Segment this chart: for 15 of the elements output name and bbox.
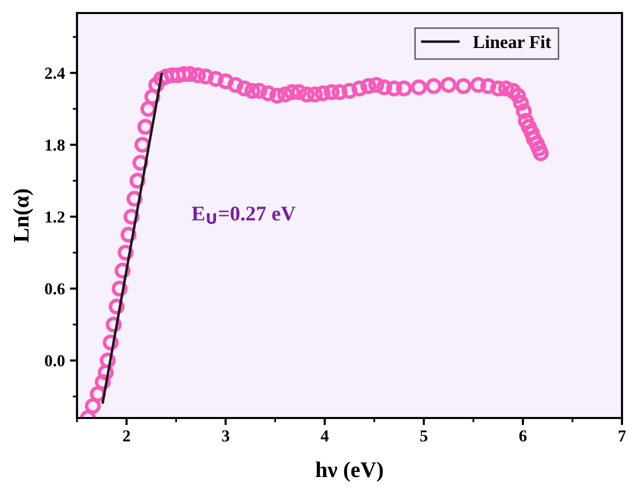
x-tick-label: 3: [222, 430, 230, 442]
y-tick-label: 1.2: [46, 211, 64, 223]
y-tick-label: 1.8: [46, 140, 65, 151]
y-axis-title: Ln(α): [13, 189, 34, 242]
x-tick-label: 5: [420, 430, 428, 442]
x-tick-label: 2: [123, 430, 130, 442]
legend-label: Linear Fit: [473, 35, 552, 48]
x-axis-title: hν (eV): [316, 462, 383, 482]
annotation: E$_{U}$=0.27 eV: [192, 206, 296, 224]
y-tick-label: 0.0: [44, 355, 65, 367]
y-tick-label: 2.4: [45, 68, 65, 79]
x-tick-label: 7: [618, 430, 626, 442]
x-tick-label: 6: [519, 430, 527, 442]
x-tick-label: 4: [320, 430, 329, 442]
y-tick-label: 0.6: [44, 283, 65, 295]
